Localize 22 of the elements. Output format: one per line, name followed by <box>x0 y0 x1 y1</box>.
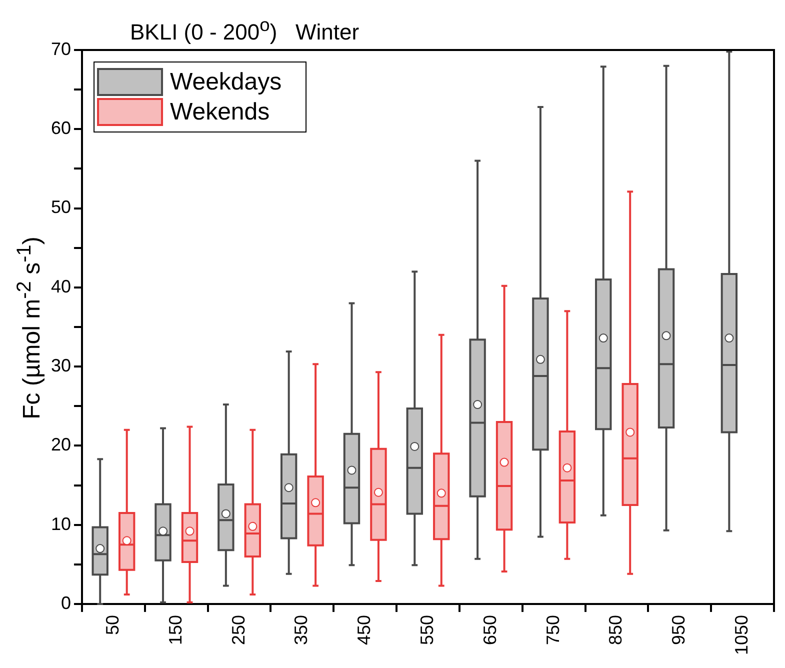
legend-label: Wekends <box>170 98 270 126</box>
chart-title: BKLI (0 - 200$^{o}$) Winter <box>130 14 360 46</box>
x-tick-label: 1050 <box>732 614 752 656</box>
x-tick-label: 950 <box>668 614 689 646</box>
y-tick-label: 20 <box>50 434 72 455</box>
y-tick-label: 40 <box>50 276 72 296</box>
x-tick-label: 450 <box>354 614 374 646</box>
x-tick-label: 850 <box>606 614 626 646</box>
y-tick-label: 10 <box>50 514 72 534</box>
y-tick-label: 70 <box>50 38 72 59</box>
x-tick-label: 750 <box>542 614 563 646</box>
y-tick-label: 50 <box>50 197 72 218</box>
legend-label: Weekdays <box>170 68 282 96</box>
y-tick-label: 60 <box>50 118 72 138</box>
x-tick-label: 50 <box>102 614 122 635</box>
y-tick-label: 0 <box>61 592 72 613</box>
y-tick-label: 30 <box>50 356 72 376</box>
x-tick-label: 150 <box>165 614 186 646</box>
x-tick-label: 250 <box>228 614 248 646</box>
x-tick-label: 550 <box>416 614 437 646</box>
x-tick-label: 650 <box>480 614 500 646</box>
x-tick-label: 350 <box>291 614 312 646</box>
